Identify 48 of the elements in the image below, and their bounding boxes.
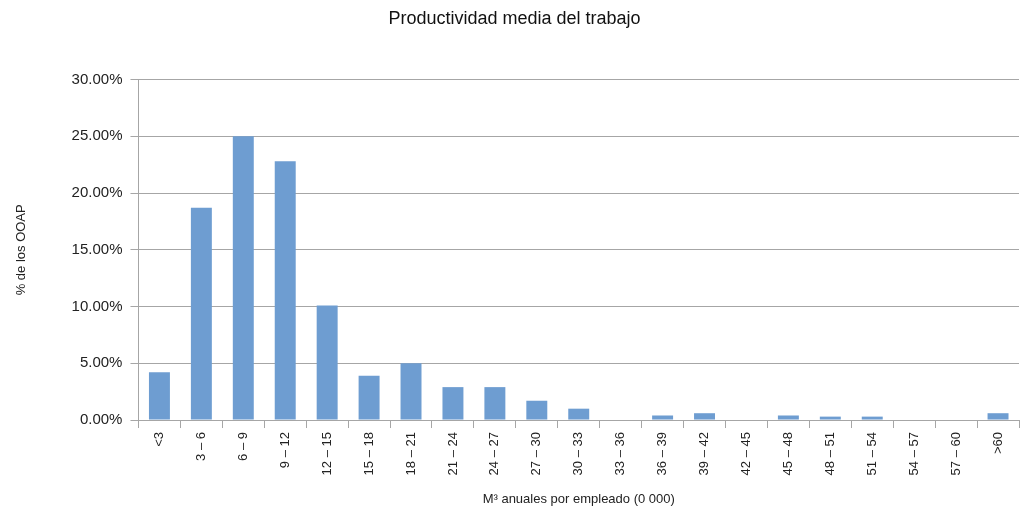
y-axis-title: % de los OOAP bbox=[13, 204, 29, 296]
x-tick-label: 39 – 42 bbox=[696, 432, 712, 476]
x-tick-label: >60 bbox=[989, 432, 1005, 455]
bar bbox=[442, 387, 464, 420]
bar bbox=[819, 416, 841, 420]
bar bbox=[400, 363, 422, 420]
x-tick-label: 21 – 24 bbox=[444, 432, 460, 476]
y-tick-label: 30.00% bbox=[71, 69, 123, 87]
bar bbox=[148, 372, 170, 420]
x-axis-title: M³ anuales por empleado (0 000) bbox=[482, 490, 675, 506]
x-tick-label: 33 – 36 bbox=[612, 432, 628, 476]
y-tick-label: 5.00% bbox=[79, 353, 123, 371]
bar bbox=[274, 161, 296, 420]
x-tick-label: 24 – 27 bbox=[486, 432, 502, 476]
x-tick-label: 18 – 21 bbox=[402, 432, 418, 476]
bar bbox=[568, 408, 590, 420]
x-tick-label: 6 – 9 bbox=[234, 432, 250, 461]
y-tick-label: 0.00% bbox=[79, 410, 123, 428]
bar bbox=[232, 136, 254, 420]
x-tick-label: 45 – 48 bbox=[779, 432, 795, 476]
x-tick-label: 54 – 57 bbox=[905, 432, 921, 476]
bar bbox=[526, 400, 548, 420]
bar bbox=[652, 415, 674, 420]
bar bbox=[694, 413, 716, 420]
bar bbox=[484, 387, 506, 420]
y-tick-label: 25.00% bbox=[71, 126, 123, 144]
x-tick-label: 3 – 6 bbox=[192, 432, 208, 461]
x-tick-label: 27 – 30 bbox=[528, 432, 544, 476]
bar bbox=[190, 207, 212, 420]
x-tick-label: 15 – 18 bbox=[360, 432, 376, 476]
bar bbox=[316, 305, 338, 420]
x-tick-label: 12 – 15 bbox=[318, 432, 334, 476]
y-tick-label: 15.00% bbox=[71, 239, 123, 257]
bar bbox=[987, 413, 1009, 420]
x-tick-label: 51 – 54 bbox=[863, 432, 879, 476]
x-tick-label: 42 – 45 bbox=[738, 432, 754, 476]
bar bbox=[358, 375, 380, 420]
bar bbox=[861, 416, 883, 420]
y-tick-label: 10.00% bbox=[71, 296, 123, 314]
x-tick-label: 9 – 12 bbox=[276, 432, 292, 469]
x-tick-label: 30 – 33 bbox=[570, 432, 586, 476]
y-tick-label: 20.00% bbox=[71, 183, 123, 201]
x-tick-label: <3 bbox=[151, 432, 167, 447]
x-tick-label: 48 – 51 bbox=[821, 432, 837, 476]
x-tick-label: 36 – 39 bbox=[654, 432, 670, 476]
chart-title: Productividad media del trabajo bbox=[388, 7, 641, 28]
bar bbox=[777, 415, 799, 420]
x-tick-label: 57 – 60 bbox=[947, 432, 963, 476]
